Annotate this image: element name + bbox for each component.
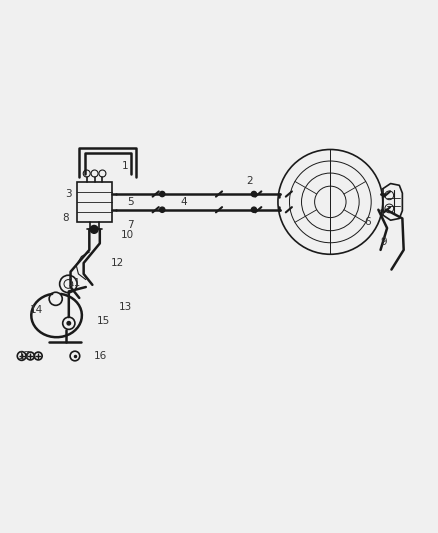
Text: 8: 8 xyxy=(62,214,69,223)
Text: 10: 10 xyxy=(121,230,134,240)
Circle shape xyxy=(251,191,257,197)
Text: 16: 16 xyxy=(94,351,107,361)
Circle shape xyxy=(159,191,165,197)
Text: 3: 3 xyxy=(65,189,72,199)
Text: 13: 13 xyxy=(119,302,132,312)
Text: 5: 5 xyxy=(127,197,134,207)
Text: 11: 11 xyxy=(68,278,81,288)
Text: 15: 15 xyxy=(97,316,110,326)
Circle shape xyxy=(251,207,257,212)
Text: 7: 7 xyxy=(127,220,134,230)
Text: 14: 14 xyxy=(30,305,43,315)
Bar xyxy=(77,182,112,222)
Text: 1: 1 xyxy=(122,161,128,171)
Circle shape xyxy=(67,321,71,325)
Text: 4: 4 xyxy=(181,197,187,207)
Text: 17: 17 xyxy=(18,351,32,361)
Text: 6: 6 xyxy=(364,216,371,227)
Text: 9: 9 xyxy=(381,238,387,247)
Text: 2: 2 xyxy=(246,176,253,187)
Text: 12: 12 xyxy=(111,258,124,268)
Circle shape xyxy=(90,225,98,233)
Circle shape xyxy=(159,207,165,212)
